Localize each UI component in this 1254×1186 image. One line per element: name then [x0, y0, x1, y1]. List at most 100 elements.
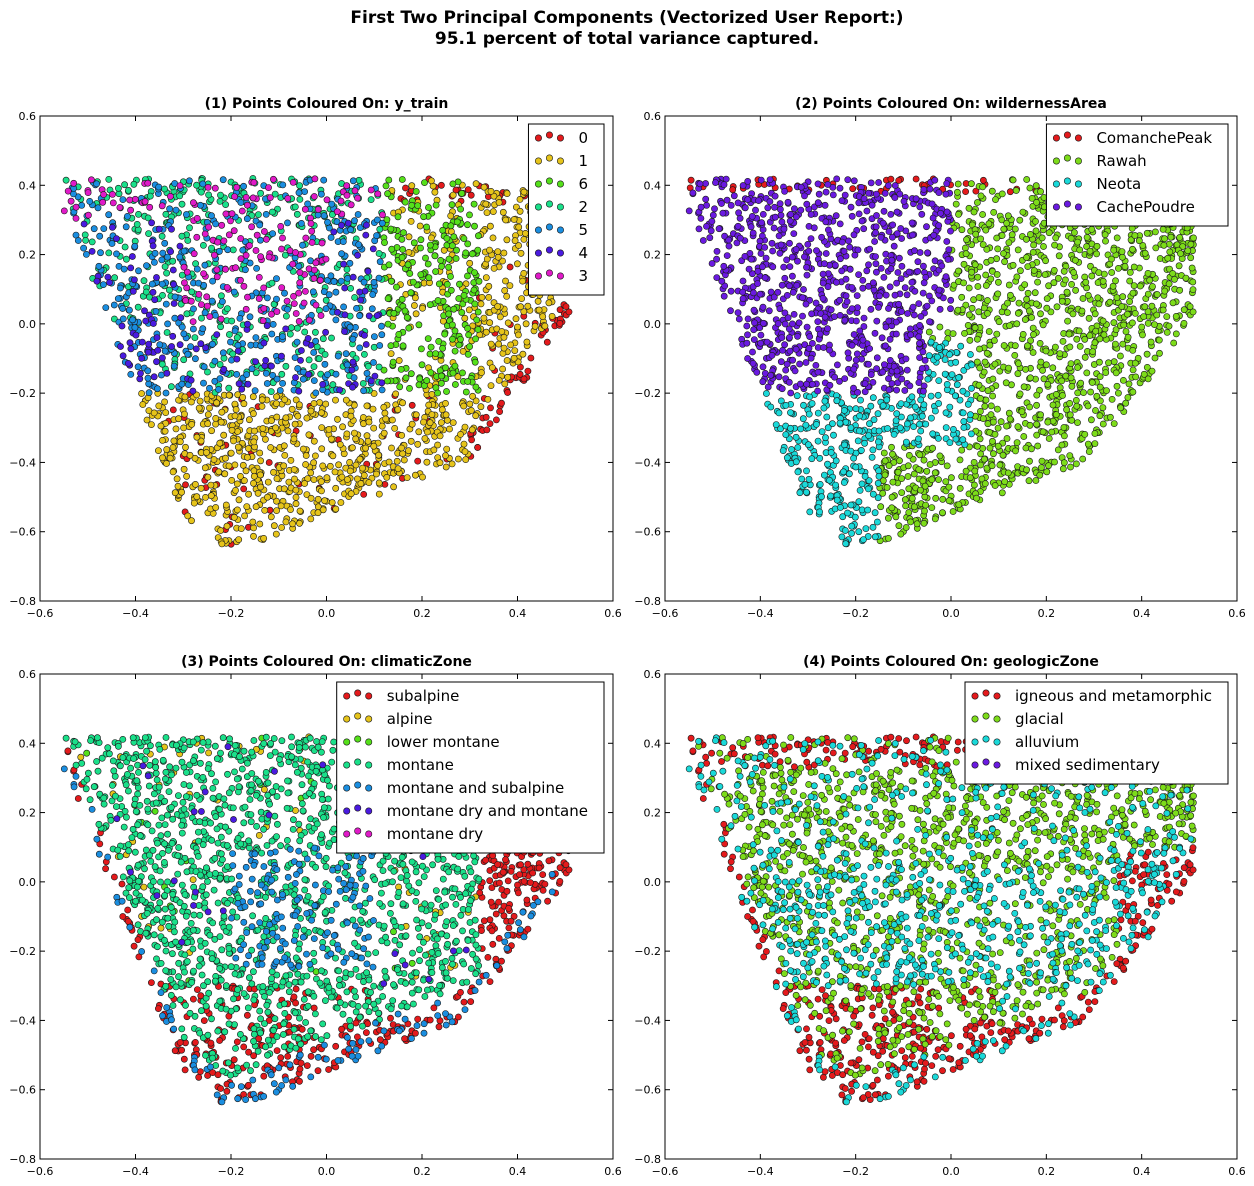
scatter-point — [1064, 317, 1071, 325]
scatter-point — [449, 419, 457, 426]
scatter-point — [187, 398, 195, 406]
scatter-point — [1023, 466, 1030, 474]
scatter-point — [1033, 391, 1041, 399]
scatter-point — [168, 225, 175, 233]
scatter-point — [750, 289, 757, 297]
scatter-point — [242, 193, 250, 201]
scatter-point — [1021, 316, 1029, 323]
scatter-point — [248, 223, 255, 231]
scatter-point — [1027, 337, 1034, 344]
scatter-point — [301, 287, 309, 295]
scatter-point — [897, 530, 905, 538]
scatter-point — [197, 437, 205, 445]
scatter-point — [161, 239, 169, 247]
legend-marker — [534, 180, 542, 188]
scatter-point — [1011, 342, 1019, 350]
scatter-point — [351, 217, 358, 225]
scatter-point — [260, 535, 268, 542]
scatter-point — [981, 358, 989, 366]
legend-box — [527, 123, 605, 296]
scatter-point — [242, 467, 250, 475]
scatter-point — [199, 241, 207, 249]
scatter-point — [1188, 264, 1196, 272]
scatter-point — [105, 175, 113, 183]
scatter-point — [485, 293, 493, 301]
scatter-point — [889, 478, 897, 486]
scatter-point — [911, 403, 919, 411]
scatter-point — [1033, 198, 1040, 206]
scatter-point — [105, 249, 113, 257]
scatter-point — [211, 377, 219, 385]
scatter-point — [870, 416, 878, 424]
x-tick-label: 0.6 — [604, 607, 622, 620]
scatter-point — [331, 468, 339, 476]
scatter-point — [865, 261, 872, 269]
scatter-point — [301, 188, 308, 195]
scatter-point — [841, 407, 848, 414]
scatter-point — [916, 420, 923, 428]
scatter-point — [902, 502, 909, 510]
scatter-point — [239, 393, 247, 401]
scatter-point — [442, 411, 450, 419]
scatter-point — [240, 282, 248, 290]
scatter-point — [231, 412, 239, 420]
scatter-point — [200, 379, 207, 387]
scatter-point — [896, 457, 903, 465]
y-tick-label: 0.0 — [19, 318, 37, 331]
scatter-point — [1083, 233, 1091, 241]
scatter-point — [486, 246, 493, 254]
scatter-point — [920, 401, 928, 409]
scatter-point — [189, 325, 197, 333]
scatter-point — [925, 328, 933, 336]
scatter-point — [234, 428, 241, 435]
scatter-point — [237, 525, 245, 532]
scatter-point — [362, 231, 370, 239]
scatter-point — [786, 263, 794, 270]
scatter-point — [1007, 291, 1014, 299]
scatter-point — [757, 250, 765, 257]
scatter-point — [977, 450, 984, 458]
scatter-point — [539, 313, 547, 320]
scatter-point — [343, 361, 351, 369]
scatter-point — [901, 284, 909, 292]
scatter-point — [500, 344, 508, 352]
scatter-point — [291, 420, 299, 428]
scatter-point — [141, 198, 149, 205]
scatter-point — [1099, 277, 1107, 285]
scatter-point — [316, 276, 324, 284]
scatter-point — [483, 209, 491, 216]
scatter-point — [416, 222, 424, 230]
scatter-point — [250, 179, 258, 186]
scatter-point — [840, 468, 847, 476]
scatter-point — [239, 246, 247, 254]
scatter-point — [321, 497, 328, 505]
scatter-point — [975, 294, 983, 301]
legend-label: 1 — [578, 152, 588, 170]
scatter-point — [307, 407, 315, 415]
scatter-point — [260, 228, 268, 235]
scatter-point — [1129, 319, 1136, 327]
scatter-point — [520, 269, 528, 277]
scatter-point — [230, 437, 237, 445]
scatter-point — [399, 450, 406, 457]
scatter-point — [205, 223, 212, 231]
scatter-point — [1037, 310, 1044, 318]
scatter-point — [234, 341, 242, 349]
scatter-point — [1055, 274, 1062, 282]
scatter-point — [216, 439, 224, 447]
scatter-point — [939, 509, 946, 517]
scatter-point — [328, 334, 335, 342]
scatter-point — [998, 216, 1006, 224]
scatter-point — [88, 238, 96, 246]
scatter-point — [216, 361, 224, 368]
scatter-point — [382, 415, 390, 423]
scatter-point — [1068, 416, 1076, 424]
scatter-point — [1032, 182, 1040, 190]
scatter-point — [1107, 413, 1114, 421]
scatter-point — [801, 192, 808, 200]
scatter-point — [1009, 176, 1017, 184]
scatter-point — [448, 460, 456, 468]
scatter-point — [744, 315, 752, 323]
scatter-point — [293, 210, 301, 218]
scatter-point — [947, 227, 954, 235]
